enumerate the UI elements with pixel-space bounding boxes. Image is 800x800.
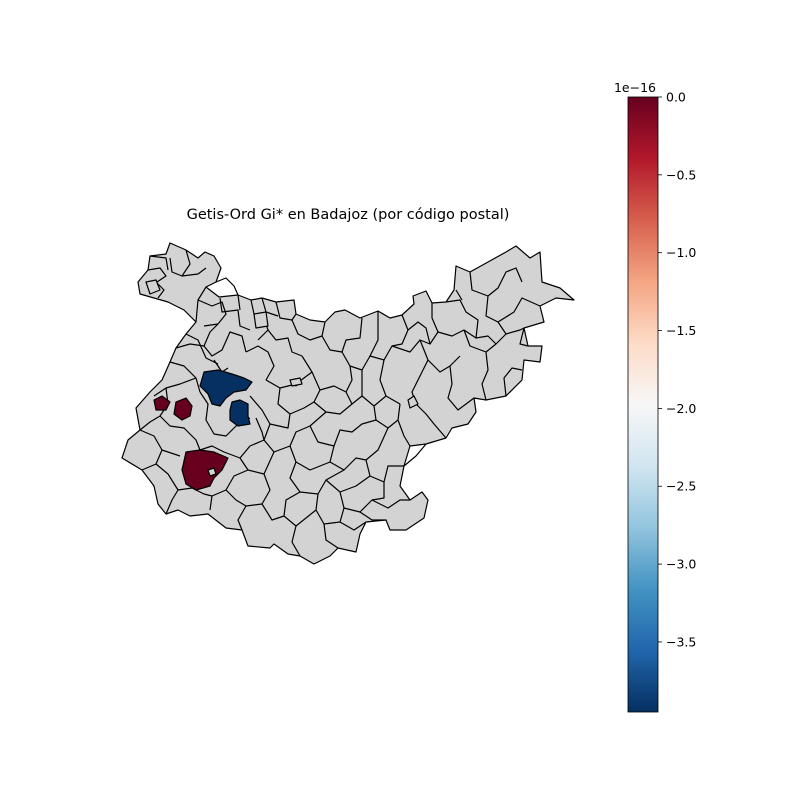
colorbar-tick-label: −2.5: [666, 479, 696, 494]
hotspot-region: [153, 395, 171, 411]
colorbar-tick-label: −3.0: [666, 557, 696, 572]
enclave: [145, 279, 161, 295]
coldspot-region: [199, 369, 253, 407]
hotspot-region: [173, 397, 193, 421]
colorbar-tick-label: 0.0: [666, 90, 686, 105]
colorbar-tick-label: −3.5: [666, 634, 696, 649]
enclave: [289, 377, 303, 387]
colorbar-tick-label: −1.5: [666, 323, 696, 338]
colorbar-tick-label: −0.5: [666, 167, 696, 182]
map-title: Getis-Ord Gi* en Badajoz (por código pos…: [187, 207, 510, 223]
colorbar-gradient: [627, 96, 659, 713]
postal-code-boundaries: [139, 249, 541, 557]
badajoz-map: [121, 242, 575, 565]
colorbar-tick-label: −2.0: [666, 401, 696, 416]
enclave: [407, 395, 419, 409]
enclave: [207, 467, 217, 477]
colorbar-offset-label: 1e−16: [614, 80, 656, 95]
colorbar-tick-label: −1.0: [666, 245, 696, 260]
colorbar-ticks: 0.0 −0.5 −1.0 −1.5 −2.0 −2.5 −3.0 −3.5: [658, 90, 696, 649]
colorbar: 1e−16 0.0 −0.5 −1.0 −1.5 −2.0 −2.5 −3.0 −3.5: [614, 80, 696, 713]
hotspot-region: [181, 449, 229, 491]
coldspot-region: [229, 399, 251, 427]
enclave: [253, 311, 269, 329]
province-outline: [121, 242, 575, 565]
